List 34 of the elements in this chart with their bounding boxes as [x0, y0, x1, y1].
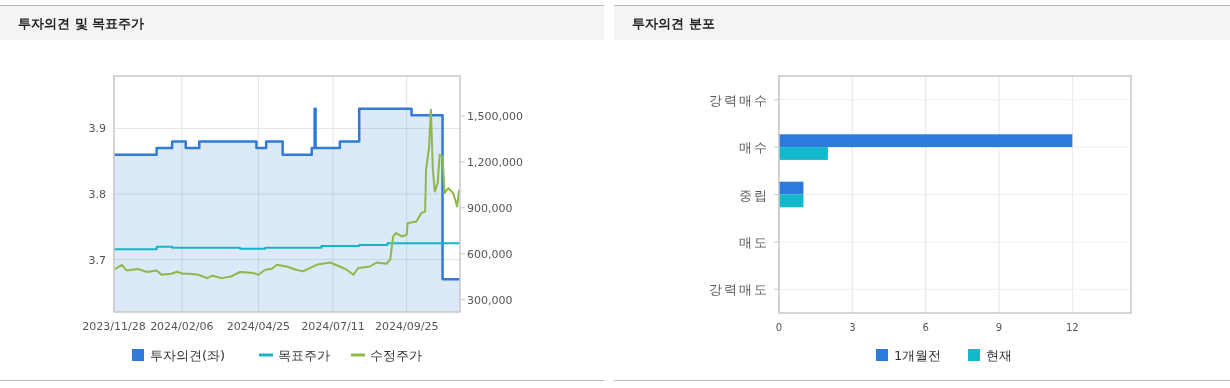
legend-label: 1개월전 — [894, 348, 942, 363]
x-tick-label: 2024/09/25 — [374, 320, 439, 333]
legend-label: 현재 — [986, 348, 1012, 363]
legend-label: 수정주가 — [370, 348, 422, 363]
x-tick-label: 2024/02/06 — [150, 320, 214, 333]
y-tick-label: 3.7 — [88, 253, 106, 267]
bar — [779, 134, 1073, 148]
x-tick-label: 9 — [995, 322, 1003, 333]
line-series — [113, 108, 461, 280]
text: 투자의견 분포 — [632, 16, 715, 31]
x-tick-label: 3 — [849, 322, 856, 333]
x-tick-label: 0 — [775, 322, 783, 333]
y2-tick-label: 600,000 — [467, 247, 513, 261]
y-tick-label: 강력매수 — [709, 92, 769, 108]
y2-tick-label: 1,200,000 — [467, 155, 523, 169]
legend-label: 목표주가 — [278, 348, 330, 363]
y-tick-label: 매수 — [739, 140, 769, 156]
y2-tick-label: 900,000 — [467, 201, 513, 215]
y2-tick-label: 1,500,000 — [467, 109, 523, 123]
x-tick-label: 2023/11/28 — [82, 320, 146, 333]
x-tick-label: 6 — [922, 322, 929, 333]
x-tick-label: 2024/07/11 — [301, 320, 365, 333]
y2-tick-label: 300,000 — [467, 293, 513, 307]
x-tick-label: 12 — [1065, 322, 1079, 333]
chart-title: 투자의견 및 목표주가 — [18, 16, 145, 31]
bar — [779, 147, 828, 160]
y-tick-label: 중립 — [739, 187, 769, 203]
y-tick-label: 매도 — [739, 234, 769, 250]
x-tick-label: 2024/04/25 — [226, 320, 291, 333]
y-tick-label: 3.8 — [88, 188, 106, 201]
y-tick-label: 강력매도 — [709, 282, 769, 298]
y-tick-label: 3.9 — [88, 122, 106, 136]
legend-label: 투자의견(좌) — [150, 348, 226, 363]
bar — [779, 181, 804, 195]
